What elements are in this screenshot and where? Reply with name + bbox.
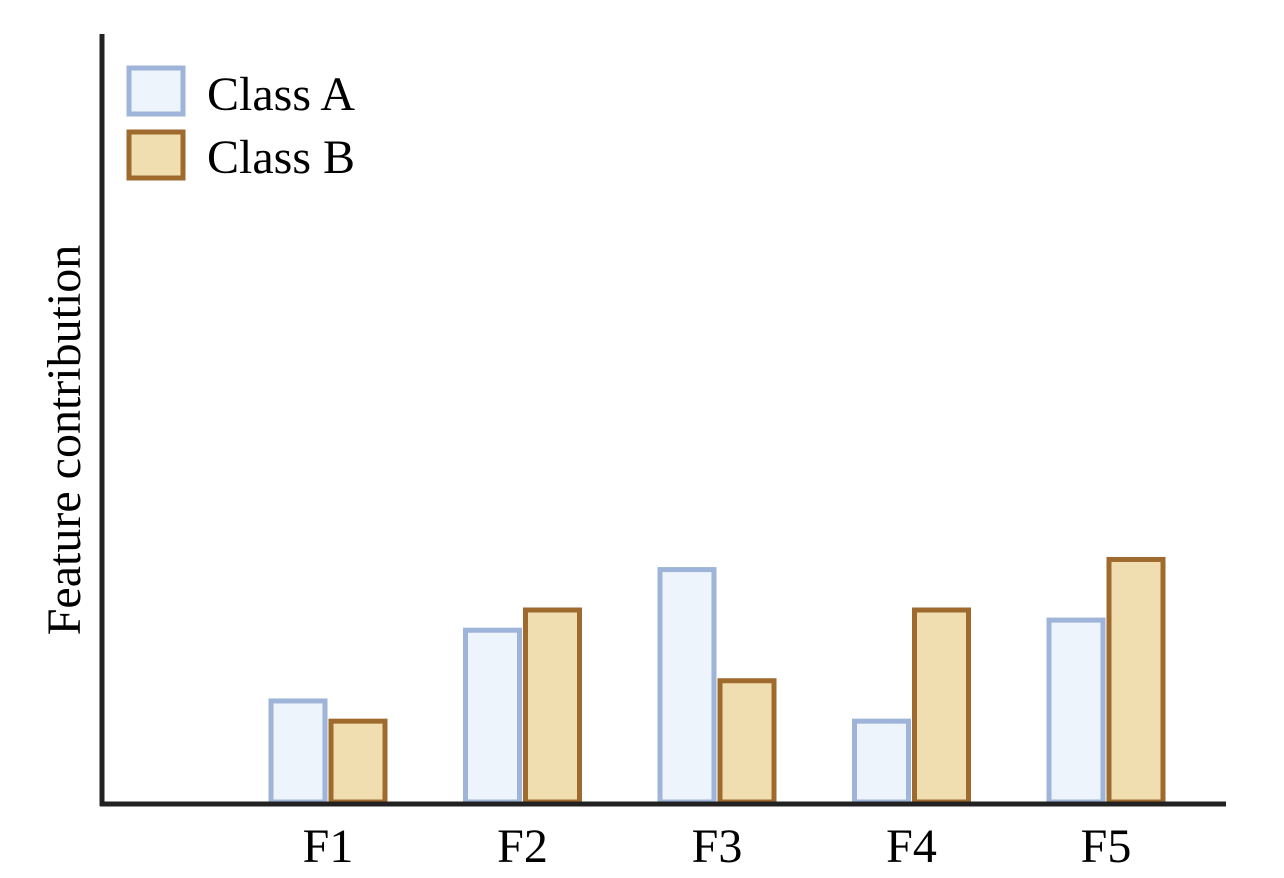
x-tick-label-f2: F2 bbox=[497, 820, 548, 873]
bar-f1-class-b bbox=[328, 718, 388, 805]
x-tick-label-f1: F1 bbox=[303, 820, 354, 873]
legend-swatch-class-a bbox=[126, 65, 186, 117]
bars-group bbox=[268, 556, 1166, 805]
bar-f3-class-a bbox=[657, 567, 717, 805]
x-tick-label-f5: F5 bbox=[1081, 820, 1132, 873]
bar-f1-class-a bbox=[268, 698, 328, 805]
bar-f2-class-a bbox=[463, 627, 522, 805]
legend: Class A Class B bbox=[126, 65, 355, 184]
bar-f5-class-b bbox=[1106, 556, 1166, 805]
bar-f4-class-a bbox=[852, 718, 911, 805]
x-tick-label-f3: F3 bbox=[692, 820, 743, 873]
bar-f2-class-b bbox=[523, 607, 582, 805]
x-tick-labels: F1 F2 F3 F4 F5 bbox=[303, 820, 1132, 873]
x-tick-label-f4: F4 bbox=[886, 820, 937, 873]
bar-f5-class-a bbox=[1046, 617, 1106, 805]
y-axis-title: Feature contribution bbox=[38, 245, 91, 636]
legend-swatch-class-b bbox=[126, 129, 186, 181]
legend-label-class-a: Class A bbox=[207, 68, 355, 121]
bar-f3-class-b bbox=[717, 678, 777, 805]
bar-f4-class-b bbox=[912, 607, 971, 805]
legend-label-class-b: Class B bbox=[207, 131, 355, 184]
